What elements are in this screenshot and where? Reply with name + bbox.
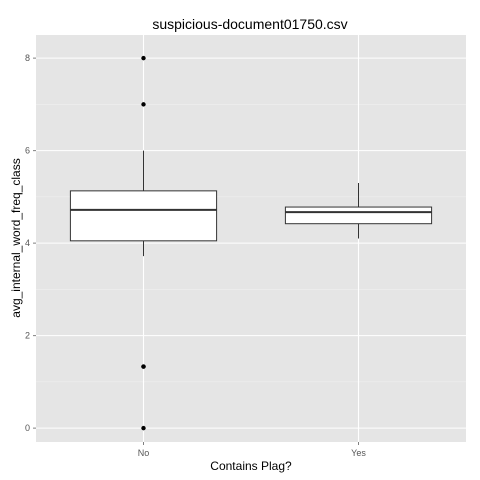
box-no <box>69 55 218 431</box>
box-yes <box>284 183 433 239</box>
x-tick-label: Yes <box>351 448 366 458</box>
y-tick-label: 8 <box>25 53 30 63</box>
outlier-point <box>141 55 146 61</box>
y-tick-label: 4 <box>25 238 30 248</box>
box-body <box>284 206 433 225</box>
x-axis-label: Contains Plag? <box>210 459 292 473</box>
chart-title: suspicious-document01750.csv <box>152 16 347 32</box>
y-tick-label: 2 <box>25 331 30 341</box>
box-body <box>69 190 218 242</box>
y-axis-label: avg_internal_word_freq_class <box>9 158 23 317</box>
y-axis-ticks: 0 2 4 6 8 <box>25 53 36 433</box>
boxes <box>69 55 433 431</box>
x-tick-label: No <box>138 448 150 458</box>
outlier-point <box>141 102 146 107</box>
y-tick-label: 6 <box>25 146 30 156</box>
outlier-point <box>141 425 146 431</box>
x-axis-ticks: No Yes <box>138 442 366 458</box>
y-tick-label: 0 <box>25 423 30 433</box>
outlier-point <box>141 364 146 369</box>
